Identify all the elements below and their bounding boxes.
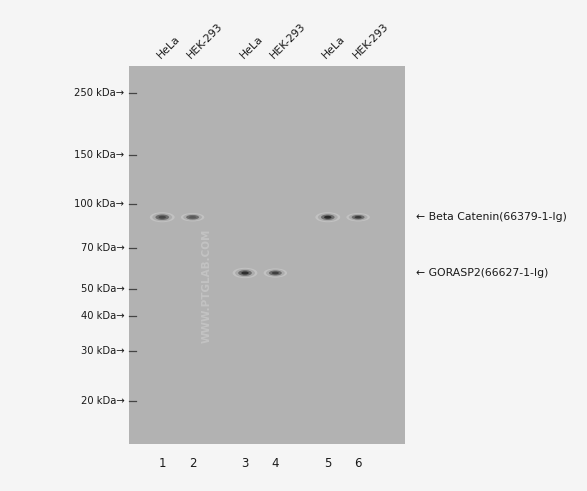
Text: WWW.PTGLAB.COM: WWW.PTGLAB.COM bbox=[201, 228, 211, 343]
Ellipse shape bbox=[318, 213, 338, 221]
Ellipse shape bbox=[352, 215, 365, 219]
Ellipse shape bbox=[150, 212, 175, 222]
Ellipse shape bbox=[181, 213, 204, 221]
Ellipse shape bbox=[241, 272, 249, 274]
Ellipse shape bbox=[266, 270, 285, 276]
Text: 3: 3 bbox=[241, 457, 249, 469]
Text: 5: 5 bbox=[324, 457, 332, 469]
Bar bbox=[129, 66, 405, 444]
Text: 150 kDa→: 150 kDa→ bbox=[75, 150, 124, 160]
Ellipse shape bbox=[264, 269, 287, 277]
Text: HEK-293: HEK-293 bbox=[185, 21, 225, 60]
Ellipse shape bbox=[272, 272, 279, 274]
Ellipse shape bbox=[324, 216, 332, 218]
Text: 1: 1 bbox=[158, 457, 166, 469]
Text: HeLa: HeLa bbox=[238, 34, 265, 60]
Ellipse shape bbox=[349, 214, 367, 220]
Ellipse shape bbox=[346, 213, 370, 221]
Text: 4: 4 bbox=[272, 457, 279, 469]
Text: HeLa: HeLa bbox=[321, 34, 348, 60]
Ellipse shape bbox=[152, 213, 172, 221]
Text: 30 kDa→: 30 kDa→ bbox=[81, 346, 124, 356]
Ellipse shape bbox=[232, 268, 258, 278]
Ellipse shape bbox=[235, 269, 255, 277]
Text: ← Beta Catenin(66379-1-Ig): ← Beta Catenin(66379-1-Ig) bbox=[416, 212, 566, 222]
Text: 6: 6 bbox=[355, 457, 362, 469]
Ellipse shape bbox=[269, 271, 282, 275]
Text: 2: 2 bbox=[189, 457, 196, 469]
Text: HeLa: HeLa bbox=[155, 34, 182, 60]
Text: 70 kDa→: 70 kDa→ bbox=[80, 243, 124, 253]
Ellipse shape bbox=[315, 212, 340, 222]
Ellipse shape bbox=[355, 216, 362, 218]
Ellipse shape bbox=[158, 216, 166, 218]
Ellipse shape bbox=[321, 215, 335, 220]
Text: 100 kDa→: 100 kDa→ bbox=[75, 199, 124, 209]
Ellipse shape bbox=[183, 214, 202, 220]
Text: HEK-293: HEK-293 bbox=[351, 21, 390, 60]
Text: 40 kDa→: 40 kDa→ bbox=[81, 311, 124, 321]
Text: HEK-293: HEK-293 bbox=[268, 21, 308, 60]
Text: 50 kDa→: 50 kDa→ bbox=[80, 284, 124, 294]
Ellipse shape bbox=[156, 215, 169, 220]
Ellipse shape bbox=[186, 215, 199, 219]
Text: 250 kDa→: 250 kDa→ bbox=[75, 87, 124, 98]
Text: 20 kDa→: 20 kDa→ bbox=[80, 396, 124, 406]
Ellipse shape bbox=[189, 216, 196, 218]
Text: ← GORASP2(66627-1-Ig): ← GORASP2(66627-1-Ig) bbox=[416, 268, 548, 278]
Ellipse shape bbox=[238, 270, 252, 276]
